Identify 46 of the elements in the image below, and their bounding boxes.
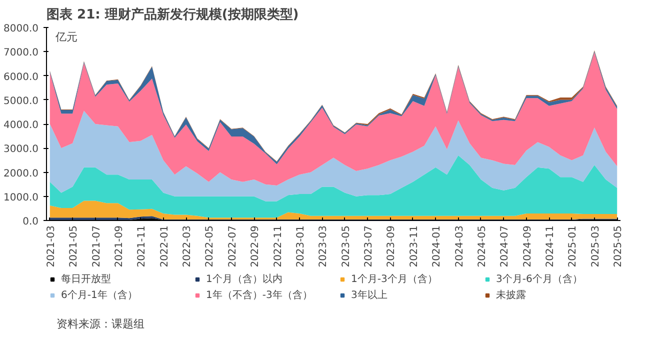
legend-label: 1个月-3个月（含） [351,272,438,286]
legend-label: 1个月（含）以内 [206,272,284,286]
legend-label: 3个月-6个月（含） [496,272,584,286]
x-tick-label: 2025-05 [613,225,624,268]
x-tick-label: 2023-07 [364,225,375,268]
y-tick-label: 1000.0 [4,192,39,204]
x-tick-label: 2022-11 [272,225,284,268]
x-tick-label: 2024-05 [476,225,488,268]
x-tick-label: 2023-09 [386,225,398,268]
legend-label: 每日开放型 [61,272,112,286]
y-tick-label: 5000.0 [4,96,39,107]
y-tick-label: 8000.0 [4,24,39,34]
x-tick-label: 2024-11 [545,225,556,268]
x-tick-label: 2024-09 [522,225,534,268]
x-tick-label: 2021-03 [46,225,57,268]
x-tick-label: 2022-01 [159,225,170,268]
y-tick-label: 6000.0 [4,72,39,83]
x-tick-label: 2023-11 [408,225,420,268]
x-tick-label: 2022-09 [250,225,262,268]
x-tick-label: 2023-03 [318,225,330,268]
x-tick-label: 2021-07 [91,225,102,268]
chart-title: 图表 21: 理财产品新发行规模(按期限类型) [46,6,299,22]
legend-label: 1年（不含）-3年（含） [206,288,314,302]
y-tick-label: 4000.0 [4,120,39,131]
y-tick-label: 7000.0 [4,48,39,59]
x-tick-label: 2022-07 [227,225,238,268]
y-tick-label: 2000.0 [4,168,39,180]
x-tick-label: 2022-03 [182,225,194,268]
y-axis-title: 亿元 [54,30,78,44]
y-tick-label: 3000.0 [4,144,39,156]
x-tick-label: 2021-11 [136,225,148,268]
y-tick-label: 0.0 [22,216,39,228]
x-tick-label: 2024-07 [500,225,511,268]
x-tick-label: 2025-03 [590,225,602,268]
legend-label: 未披露 [496,288,527,302]
text: 资料来源：课题组 [56,318,144,330]
x-tick-label: 2021-09 [114,225,125,268]
x-tick-label: 2024-03 [454,225,466,268]
x-tick-label: 2024-01 [432,225,443,268]
x-tick-label: 2023-05 [340,225,352,268]
x-tick-label: 2025-01 [568,225,579,268]
legend-label: 3年以上 [351,288,388,302]
x-tick-label: 2023-01 [295,225,306,268]
x-tick-label: 2022-05 [204,225,216,268]
x-tick-label: 2021-05 [68,225,80,268]
legend-label: 6个月-1年（含） [61,288,138,302]
